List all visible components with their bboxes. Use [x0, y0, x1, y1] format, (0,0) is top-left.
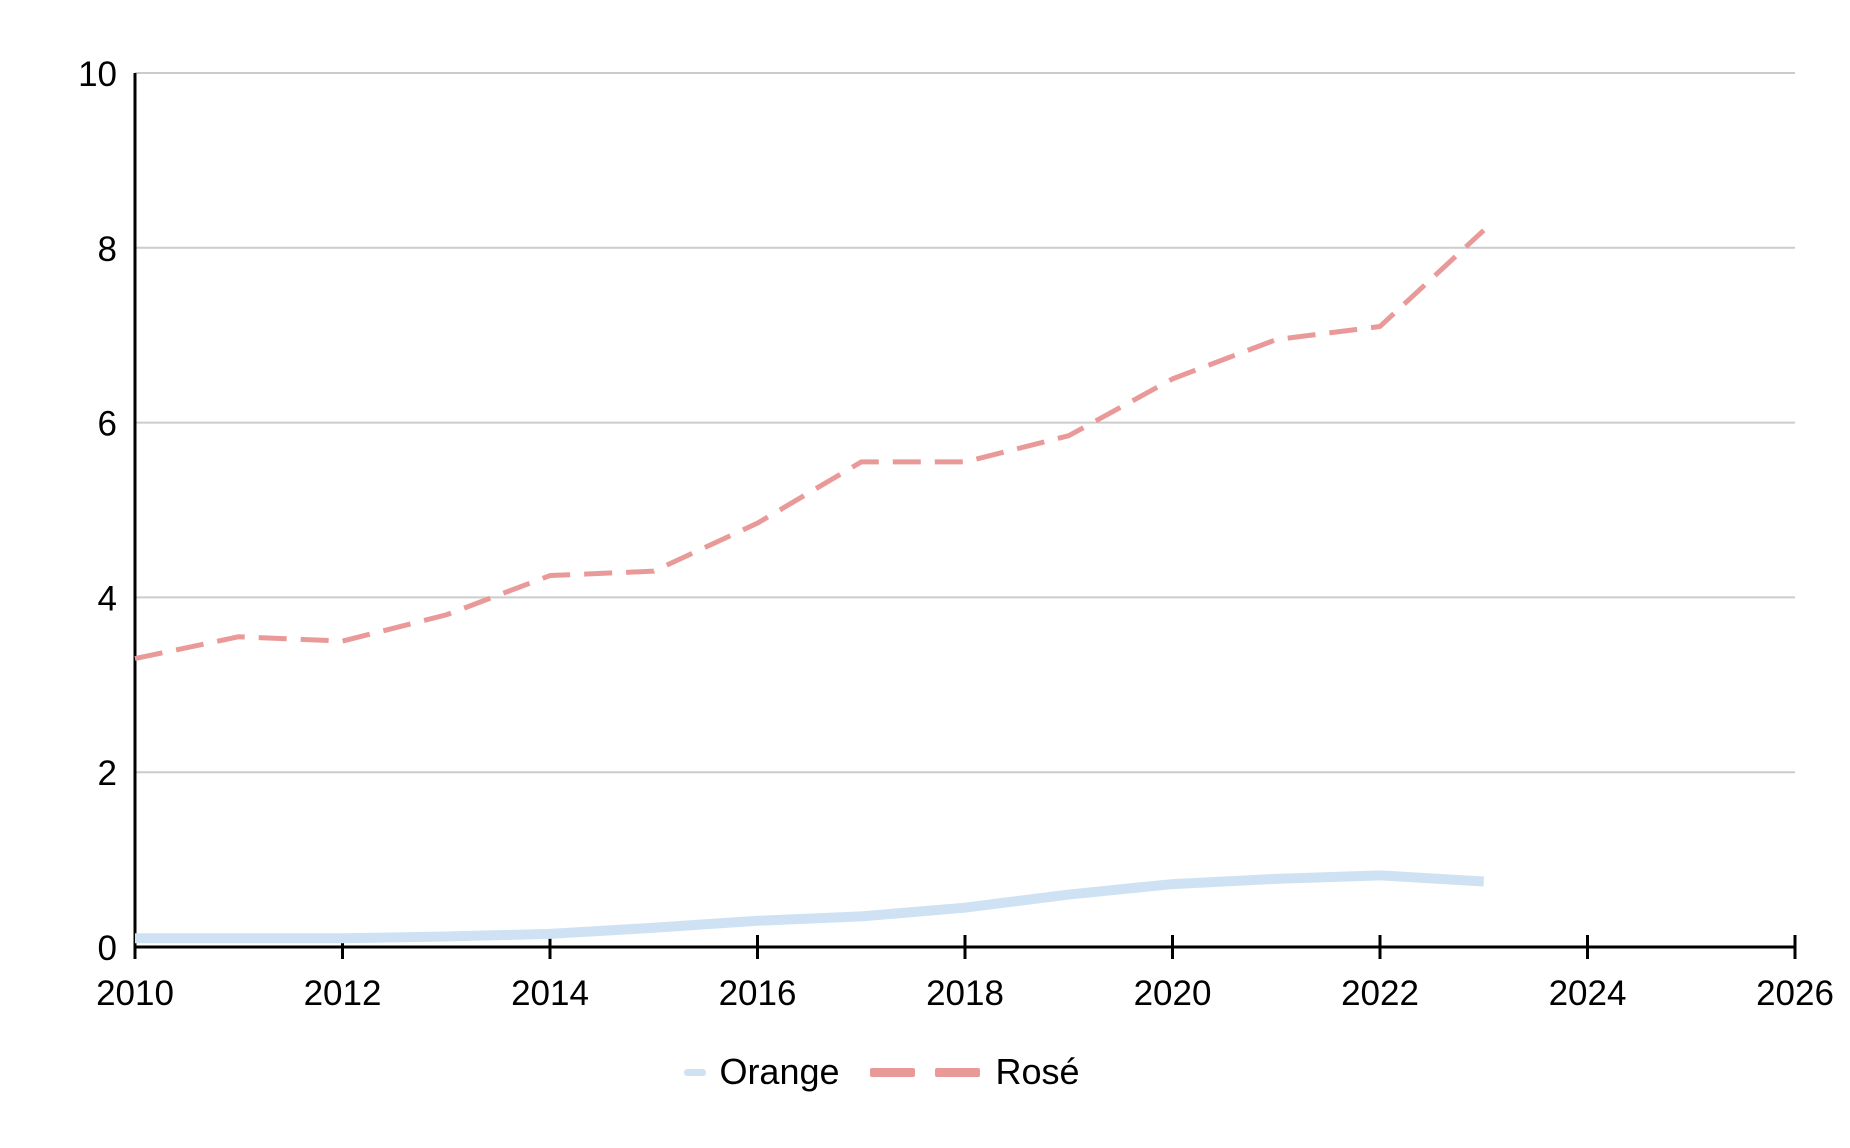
y-tick-label: 8 [98, 230, 117, 269]
legend-item-rose: Rosé [869, 1051, 1080, 1092]
x-tick-label: 2012 [304, 974, 382, 1013]
x-tick-label: 2022 [1341, 974, 1419, 1013]
orange-series-label: Orange [719, 1051, 840, 1092]
y-tick-label: 2 [98, 754, 117, 793]
orange-series-line [135, 870, 1485, 944]
x-tick-label: 2014 [511, 974, 589, 1013]
rose-series-swatch [869, 1067, 980, 1077]
x-tick-label: 2026 [1756, 974, 1834, 1013]
x-tick-label: 2024 [1549, 974, 1627, 1013]
y-tick-label: 0 [98, 929, 117, 968]
x-tick-label: 2018 [926, 974, 1004, 1013]
y-tick-label: 6 [98, 405, 117, 444]
x-tick-label: 2016 [719, 974, 797, 1013]
x-tick-label: 2020 [1134, 974, 1212, 1013]
orange-series-swatch [684, 1068, 707, 1076]
x-tick-label: 2010 [96, 974, 174, 1013]
rose-dash-icon [869, 1067, 915, 1077]
y-tick-label: 4 [98, 579, 117, 618]
rose-series-label: Rosé [995, 1051, 1080, 1092]
legend-item-orange: Orange [684, 1051, 840, 1092]
rose-dash-icon [934, 1067, 980, 1077]
y-tick-label: 10 [78, 55, 117, 94]
legend: Orange Rosé [0, 1046, 1764, 1098]
rose-series-line [134, 228, 1486, 662]
